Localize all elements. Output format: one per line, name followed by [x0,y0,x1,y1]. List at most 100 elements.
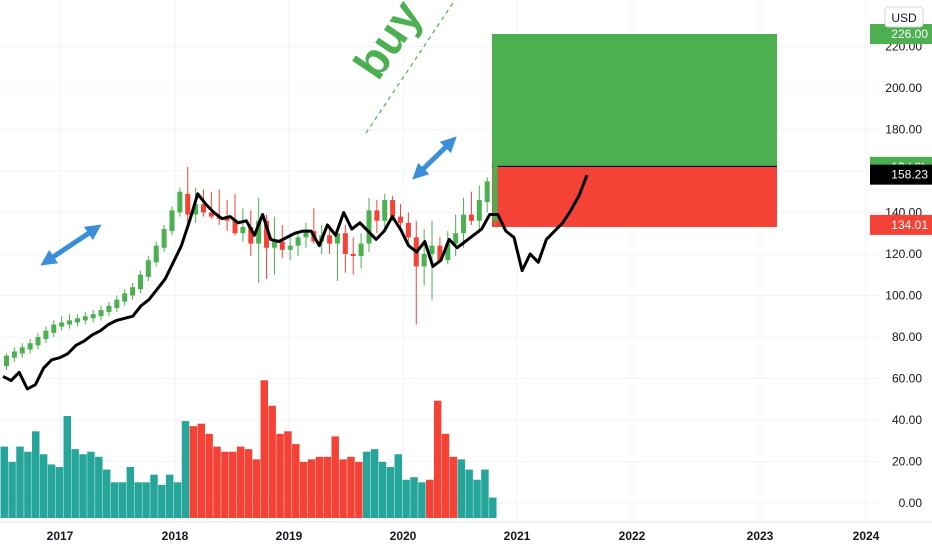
volume-bar [158,484,166,518]
volume-bar [197,423,205,518]
x-tick-label: 2017 [47,529,74,543]
candle-body [350,253,356,257]
volume-bar [87,451,95,518]
volume-bar [441,433,450,518]
volume-bar [71,449,79,518]
candle-body [366,210,372,244]
price-badge [870,164,932,185]
loss-zone [492,166,777,227]
x-tick-label: 2021 [504,529,531,543]
volume-bar [355,461,363,518]
candle-body [421,253,427,267]
volume-bar [236,446,245,518]
candle-body [201,204,206,213]
candle-body [169,210,175,232]
volume-bar [284,431,292,518]
y-tick-label: 0.00 [899,496,923,510]
candle-body [208,212,214,217]
candle-body [90,314,96,319]
candle-body [35,336,41,346]
double-arrow-icon [40,224,102,266]
x-tick-label: 2018 [162,529,189,543]
candle-body [74,318,80,323]
x-tick-label: 2022 [619,529,646,543]
buy-label: buy [343,0,432,88]
candle-body [358,243,364,257]
candle-body [185,193,191,215]
price-badge [870,214,932,235]
candle-body [67,320,73,325]
volume-bar [315,456,324,518]
volume-bar [221,451,229,518]
candle-body [437,245,443,261]
volume-bar [79,454,87,518]
x-tick-label: 2024 [853,529,880,543]
volume-bar [0,446,8,518]
volume-bar [378,461,387,518]
x-tick-label: 2023 [747,529,774,543]
y-tick-label: 100.00 [885,288,922,302]
x-tick-label: 2019 [276,529,303,543]
volume-bars [0,380,497,518]
volume-bar [268,405,276,518]
candle-body [11,351,17,358]
volume-bar [394,454,402,518]
volume-bar [307,459,316,518]
volume-bar [102,469,111,518]
volume-bar [181,421,190,518]
candle-body [122,293,128,302]
candle-body [51,324,57,333]
volume-bar [142,482,150,518]
double-arrow-icon [412,136,457,180]
candle-body [279,241,285,250]
profit-zone [492,34,777,167]
y-tick-label: 200.00 [885,81,922,95]
price-badge-label: 134.01 [891,218,928,232]
y-tick-label: 180.00 [885,122,922,136]
volume-bar [55,467,64,518]
volume-bar [252,459,261,518]
volume-bar [244,449,253,518]
price-axis[interactable]: 0.0020.0040.0060.0080.00100.00120.00140.… [870,6,932,510]
volume-bar [362,451,371,518]
y-tick-label: 40.00 [892,413,922,427]
candle-body [98,310,104,317]
volume-bar [433,400,442,518]
volume-bar [95,456,103,518]
position-zones [492,34,777,227]
candle-body [484,181,490,203]
candles [4,158,498,371]
volume-bar [8,461,16,518]
candle-body [445,243,451,261]
candle-body [82,316,88,321]
volume-bar [63,416,72,518]
candle-body [303,231,309,238]
projection-line [2,174,589,391]
volume-bar [292,444,300,518]
volume-bar [457,459,466,518]
candle-body [4,355,9,367]
candle-body [334,233,340,244]
candle-body [271,241,277,248]
volume-bar [465,469,473,518]
candle-body [382,200,388,221]
candle-body [287,245,293,250]
volume-bar [229,451,237,518]
time-axis[interactable]: 2017 2018 2019 2020 2021 2022 2023 2024 [0,521,932,543]
volume-bar [260,380,269,518]
currency-box [884,6,924,28]
candle-body [59,322,65,327]
volume-bar [32,431,40,518]
y-tick-label: 120.00 [885,247,922,261]
price-badge [870,24,932,44]
volume-bar [126,467,135,518]
volume-bar [24,451,32,518]
volume-bar [489,497,497,518]
x-tick-label: 2020 [390,529,417,543]
currency-label: USD [891,11,917,25]
volume-bar [410,477,418,518]
volume-bar [110,482,119,518]
volume-bar [134,482,142,518]
candle-body [19,347,25,354]
